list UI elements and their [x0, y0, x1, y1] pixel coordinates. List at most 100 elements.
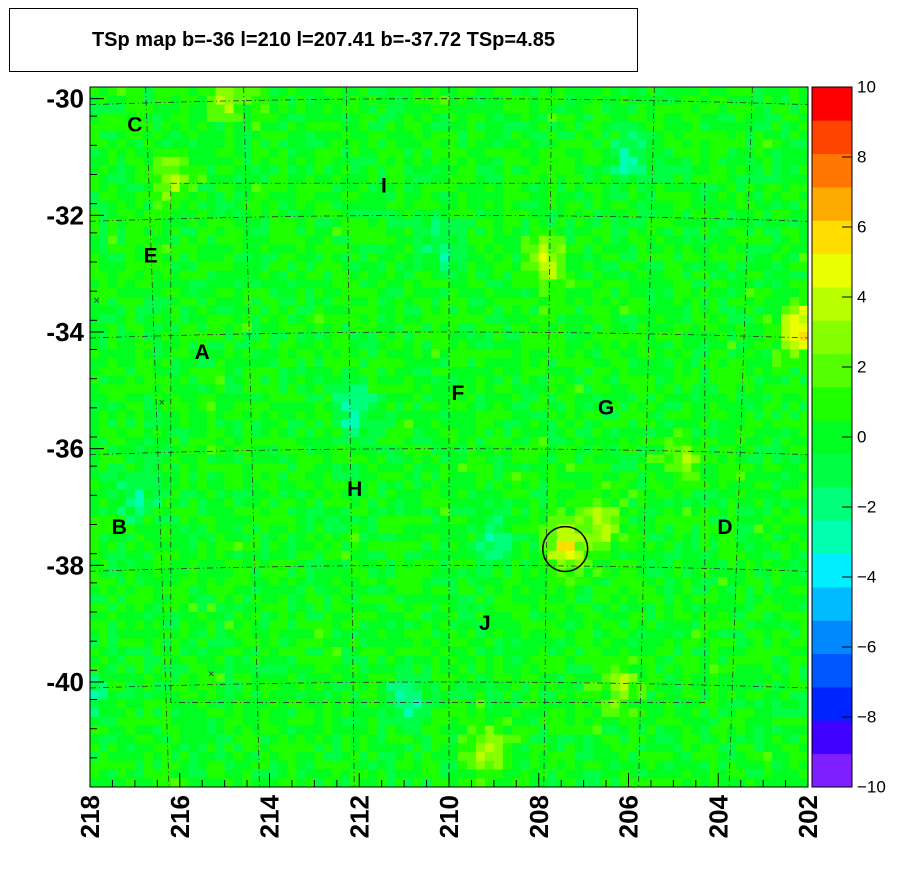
- heatmap-cell: [287, 305, 297, 315]
- heatmap-cell: [637, 218, 647, 228]
- heatmap-cell: [547, 445, 557, 455]
- heatmap-cell: [179, 419, 190, 429]
- heatmap-cell: [736, 472, 746, 482]
- heatmap-cell: [718, 305, 728, 315]
- heatmap-cell: [90, 524, 100, 534]
- heatmap-cell: [736, 349, 746, 359]
- heatmap-cell: [556, 577, 566, 587]
- heatmap-cell: [332, 209, 342, 219]
- heatmap-cell: [260, 332, 270, 342]
- heatmap-cell: [754, 375, 764, 385]
- heatmap-cell: [709, 507, 719, 517]
- heatmap-cell: [251, 375, 261, 385]
- heatmap-cell: [413, 489, 423, 499]
- heatmap-cell: [431, 270, 441, 280]
- heatmap-cell: [215, 227, 225, 237]
- heatmap-cell: [538, 130, 549, 140]
- heatmap-cell: [709, 480, 719, 490]
- heatmap-cell: [314, 200, 324, 210]
- heatmap-cell: [449, 568, 459, 578]
- heatmap-cell: [197, 139, 207, 149]
- heatmap-cell: [278, 95, 288, 105]
- heatmap-cell: [224, 323, 234, 333]
- heatmap-cell: [790, 253, 800, 263]
- heatmap-cell: [520, 393, 531, 403]
- heatmap-cell: [395, 288, 405, 298]
- heatmap-cell: [700, 340, 710, 350]
- heatmap-cell: [502, 472, 513, 482]
- heatmap-cell: [296, 515, 306, 525]
- heatmap-cell: [413, 235, 423, 245]
- heatmap-cell: [305, 200, 315, 210]
- heatmap-cell: [296, 218, 306, 228]
- heatmap-cell: [359, 87, 369, 97]
- heatmap-cell: [305, 568, 315, 578]
- heatmap-cell: [323, 218, 333, 228]
- heatmap-cell: [233, 489, 243, 499]
- heatmap-cell: [143, 612, 154, 622]
- heatmap-cell: [152, 95, 163, 105]
- heatmap-cell: [251, 463, 261, 473]
- heatmap-cell: [332, 332, 342, 342]
- heatmap-cell: [179, 577, 190, 587]
- heatmap-cell: [170, 559, 181, 569]
- heatmap-cell: [341, 270, 351, 280]
- heatmap-cell: [278, 612, 288, 622]
- heatmap-cell: [314, 498, 324, 508]
- heatmap-cell: [592, 524, 602, 534]
- heatmap-cell: [197, 393, 207, 403]
- heatmap-cell: [610, 550, 620, 560]
- heatmap-cell: [422, 87, 432, 97]
- heatmap-cell: [547, 270, 557, 280]
- heatmap-cell: [386, 559, 396, 569]
- heatmap-cell: [718, 332, 728, 342]
- heatmap-cell: [179, 130, 190, 140]
- heatmap-cell: [359, 358, 369, 368]
- heatmap-cell: [556, 87, 566, 97]
- heatmap-cell: [520, 174, 531, 184]
- heatmap-cell: [736, 498, 746, 508]
- heatmap-cell: [790, 200, 800, 210]
- heatmap-cell: [718, 95, 728, 105]
- heatmap-cell: [359, 515, 369, 525]
- heatmap-cell: [341, 340, 351, 350]
- heatmap-cell: [152, 87, 163, 97]
- heatmap-cell: [107, 218, 118, 228]
- heatmap-cell: [125, 463, 136, 473]
- heatmap-cell: [233, 550, 243, 560]
- heatmap-cell: [440, 489, 450, 499]
- heatmap-cell: [718, 568, 728, 578]
- heatmap-cell: [98, 95, 109, 105]
- heatmap-cell: [547, 428, 557, 438]
- heatmap-cell: [134, 480, 145, 490]
- heatmap-cell: [314, 620, 324, 630]
- heatmap-cell: [583, 480, 593, 490]
- heatmap-cell: [520, 437, 531, 447]
- heatmap-cell: [754, 148, 764, 158]
- heatmap-cell: [628, 192, 638, 202]
- heatmap-cell: [314, 629, 324, 639]
- heatmap-cell: [305, 262, 315, 272]
- heatmap-cell: [520, 218, 531, 228]
- heatmap-cell: [422, 419, 432, 429]
- heatmap-cell: [763, 244, 773, 254]
- heatmap-cell: [143, 480, 154, 490]
- heatmap-cell: [700, 393, 710, 403]
- heatmap-cell: [440, 384, 450, 394]
- heatmap-cell: [386, 235, 396, 245]
- heatmap-cell: [413, 148, 423, 158]
- heatmap-cell: [493, 297, 504, 307]
- heatmap-cell: [646, 533, 656, 543]
- heatmap-cell: [134, 515, 145, 525]
- heatmap-cell: [251, 612, 261, 622]
- heatmap-cell: [332, 542, 342, 552]
- heatmap-cell: [727, 323, 737, 333]
- heatmap-cell: [278, 375, 288, 385]
- heatmap-cell: [332, 410, 342, 420]
- heatmap-cell: [718, 104, 728, 114]
- heatmap-cell: [386, 489, 396, 499]
- heatmap-cell: [197, 612, 207, 622]
- heatmap-cell: [305, 410, 315, 420]
- heatmap-cell: [305, 480, 315, 490]
- heatmap-cell: [592, 122, 602, 132]
